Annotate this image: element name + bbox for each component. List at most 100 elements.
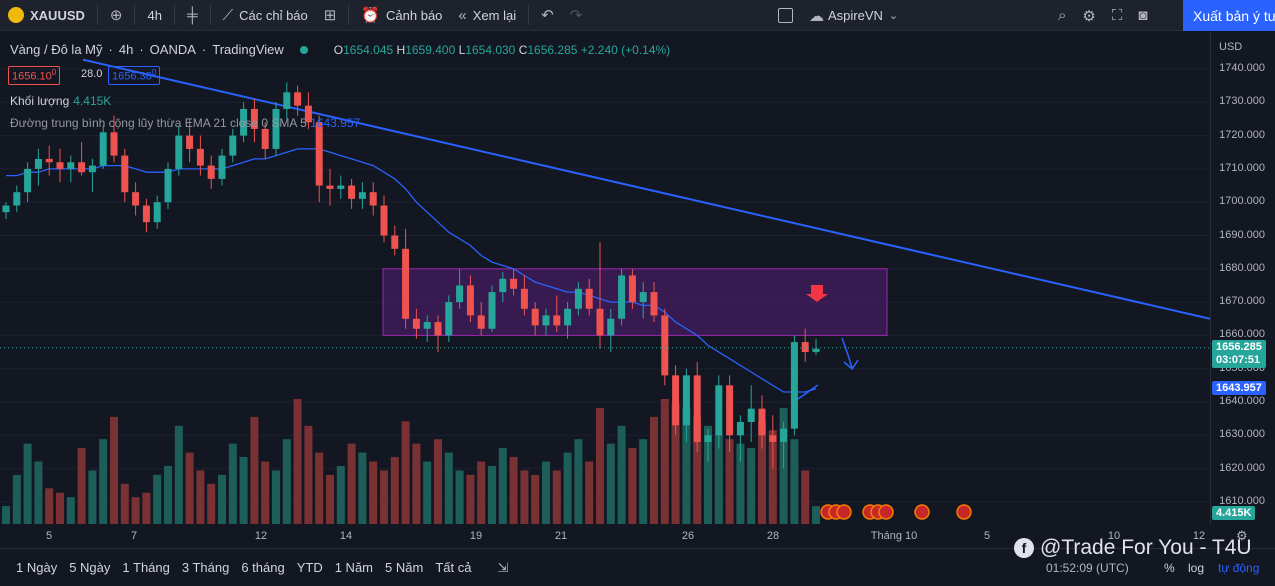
publish-button[interactable]: Xuất bản ý tư [1183,0,1275,31]
volume-bar [585,461,594,524]
volume-bar [326,474,334,524]
candle-body [704,435,712,442]
bid-price-sup: 0 [51,68,57,77]
layout-checkbox[interactable] [770,0,801,31]
legend-title: Vàng / Đô la Mỹ [10,42,103,57]
us-event-flag-icon [914,504,930,520]
time-tick: 14 [339,530,353,542]
divider [173,5,175,25]
fullscreen-button[interactable]: ⛶ [1104,0,1131,31]
redo-button[interactable]: ↷ [562,0,591,31]
volume-bar [628,448,637,524]
legend-dot: · [108,42,113,57]
candle-body [639,292,647,303]
volume-bar [99,439,108,524]
candle-body [564,308,572,326]
search-button[interactable]: ⌕ [1050,0,1074,31]
ohlc-l-key: L [458,42,466,57]
volume-legend-label: Khối lượng [10,94,70,108]
volume-bar [380,470,388,524]
price-scale[interactable]: USD 1740.000 1730.000 1720.000 1710.000 … [1210,32,1275,524]
volume-bar [358,452,367,524]
candle-body [13,192,21,206]
templates-button[interactable]: ⊞ [316,0,345,31]
volume-bar [66,497,75,524]
replay-label: Xem lại [472,7,517,23]
candle-body [380,205,388,236]
range-6m-button[interactable]: 6 tháng [241,560,285,575]
volume-bar [542,461,550,524]
volume-bar [131,497,140,524]
legend-dot: · [201,42,207,57]
ask-price-sup: 0 [151,68,157,77]
candle-body [261,128,269,149]
utc-clock[interactable]: 01:52:09 (UTC) [1046,561,1129,575]
market-status-icon [299,45,308,54]
time-tick: 26 [681,530,695,542]
volume-bar [110,416,118,524]
time-scale[interactable]: 5 7 12 14 19 21 26 28 Tháng 10 5 10 12 [0,524,1275,548]
ohlc-high: 1659.400 [405,42,456,57]
volume-bar [671,403,680,524]
alert-button[interactable]: ⏰ Cảnh báo [353,0,450,31]
volume-bar [185,452,194,524]
ohlc-o-key: O [333,42,344,57]
snapshot-button[interactable]: ◙ [1130,0,1155,31]
bid-price-button[interactable]: 1656.100 [8,66,61,85]
candle-body [391,235,399,249]
candle-body [477,315,485,329]
price-chart[interactable] [0,32,1210,524]
volume-bar [207,483,216,524]
candle-body [758,408,766,436]
layout-menu[interactable]: ☁ AspireVN ⌄ [801,0,906,31]
candle-body [250,108,258,129]
compare-button[interactable]: ⊕ [102,0,131,31]
volume-bar [142,492,151,524]
scale-settings-icon[interactable]: ⚙ [1236,528,1248,543]
range-1y-button[interactable]: 1 Năm [334,560,374,575]
candle-body [790,342,798,429]
range-all-button[interactable]: Tất cả [435,560,472,575]
candle-body [445,302,453,336]
legend-interval: 4h [118,42,134,57]
indicators-label: Các chỉ báo [239,7,308,23]
range-1m-button[interactable]: 1 Tháng [122,560,170,575]
volume-bar [693,416,702,524]
candle-body [596,308,604,336]
volume-bar [369,461,378,524]
redo-icon: ↷ [569,7,583,24]
ask-price-button[interactable]: 1656.380 [108,66,161,85]
currency-label[interactable]: USD [1219,41,1243,53]
last-price-tag: 1656.285 03:07:51 [1212,340,1266,368]
candle-body [196,148,204,166]
indicators-button[interactable]: ⟋ Các chỉ báo [215,0,316,31]
symbol-search[interactable]: XAUUSD [0,0,93,31]
ohlc-open: 1654.045 [343,42,394,57]
volume-bar [520,470,529,524]
range-3m-button[interactable]: 3 Tháng [181,560,230,575]
price-tick-1630: 1630.000 [1219,428,1265,441]
range-5y-button[interactable]: 5 Năm [385,560,424,575]
chart-type-button[interactable]: ╪ [179,0,206,31]
price-tick-1710: 1710.000 [1219,161,1265,174]
volume-bar [563,452,572,524]
auto-toggle[interactable]: tự động [1218,561,1260,575]
bottom-toolbar: 1 Ngày 5 Ngày 1 Tháng 3 Tháng 6 tháng YT… [0,548,1275,586]
volume-bar [455,470,464,524]
log-toggle[interactable]: log [1188,561,1205,575]
plus-circle-icon: ⊕ [109,7,123,24]
range-1d-button[interactable]: 1 Ngày [16,560,58,575]
replay-button[interactable]: « Xem lại [450,0,524,31]
volume-bar [531,474,540,524]
volume-bar [736,443,745,524]
square-icon [778,8,793,23]
percent-toggle[interactable]: % [1164,561,1175,575]
interval-button[interactable]: 4h [139,0,169,31]
settings-button[interactable]: ⚙ [1074,0,1103,31]
range-5d-button[interactable]: 5 Ngày [69,560,111,575]
range-ytd-button[interactable]: YTD [296,560,323,575]
undo-button[interactable]: ↶ [533,0,562,31]
volume-bar [423,461,432,524]
volume-bar [88,470,97,524]
goto-date-icon[interactable]: ⇲ [497,559,509,575]
